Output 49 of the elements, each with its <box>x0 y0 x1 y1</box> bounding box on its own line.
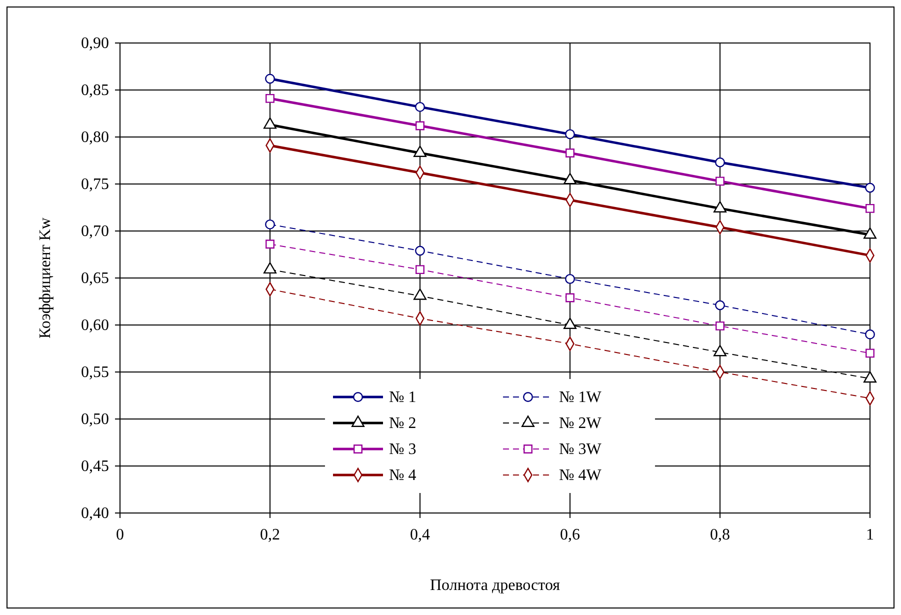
y-axis-title: Коэффициент Kw <box>37 217 54 338</box>
y-tick-label: 0,55 <box>81 364 109 382</box>
legend-label: № 3W <box>559 441 602 458</box>
x-tick-label: 1 <box>866 526 874 544</box>
point <box>266 94 274 103</box>
point <box>415 246 425 256</box>
point <box>716 176 724 186</box>
point <box>565 129 575 140</box>
point <box>716 321 724 330</box>
point <box>865 182 875 193</box>
legend-label: № 1 <box>389 389 416 406</box>
x-tick-label: 0,6 <box>560 526 580 544</box>
point <box>415 102 425 112</box>
x-tick-label: 0,8 <box>710 526 730 544</box>
point <box>715 300 725 310</box>
y-tick-label: 0,60 <box>81 317 109 334</box>
point <box>866 348 874 358</box>
point <box>864 371 876 383</box>
x-axis-title: Полнота древостоя <box>430 577 561 594</box>
legend-label: № 4 <box>389 467 416 484</box>
point <box>566 148 574 158</box>
point <box>866 204 874 213</box>
legend-label: № 2W <box>559 415 602 432</box>
point <box>266 240 274 249</box>
legend-label: № 2 <box>389 415 416 432</box>
legend-label: № 1W <box>559 389 602 406</box>
y-tick-label: 0,65 <box>81 270 109 288</box>
point <box>265 74 275 84</box>
x-tick-label: 0,4 <box>410 526 430 544</box>
point <box>715 157 725 168</box>
y-tick-label: 0,90 <box>81 35 109 52</box>
y-tick-label: 0,85 <box>81 82 109 100</box>
y-tick-label: 0,80 <box>81 129 109 146</box>
point <box>865 329 875 340</box>
point <box>264 262 276 274</box>
y-tick-label: 0,75 <box>81 176 109 194</box>
x-tick-label: 0 <box>116 526 124 544</box>
point <box>566 293 574 302</box>
y-tick-label: 0,70 <box>81 223 109 240</box>
legend-label: № 3 <box>389 441 416 458</box>
y-tick-label: 0,45 <box>81 458 109 476</box>
y-tick-label: 0,40 <box>81 505 109 522</box>
point <box>416 265 424 274</box>
point <box>416 121 424 130</box>
point <box>265 219 275 230</box>
legend-label: № 4W <box>559 467 602 484</box>
y-tick-label: 0,50 <box>81 411 109 428</box>
x-tick-label: 0,2 <box>260 526 280 544</box>
point <box>565 274 575 284</box>
